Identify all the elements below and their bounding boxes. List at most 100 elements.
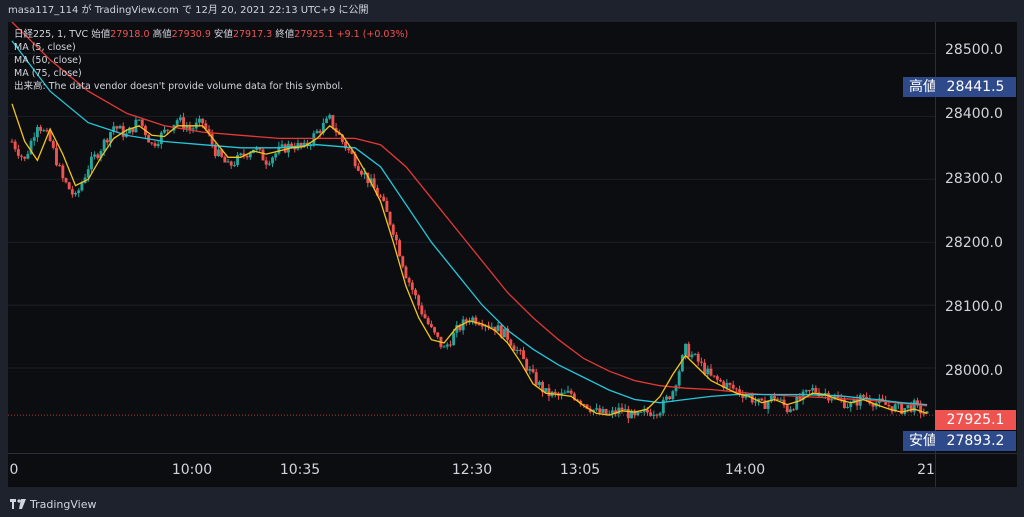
candle-body — [115, 126, 119, 129]
candle-body — [703, 362, 707, 375]
ma5-line — [11, 103, 928, 416]
low-label: 安値 — [213, 29, 233, 40]
candle-body — [855, 399, 859, 406]
candle-body — [58, 165, 62, 167]
time-tick: 13:05 — [559, 462, 601, 478]
candle-body — [429, 324, 433, 328]
chart-pane[interactable] — [8, 22, 935, 453]
candle-body — [849, 403, 853, 407]
candle-body — [464, 319, 468, 322]
candle-body — [598, 408, 602, 413]
candle-body — [55, 147, 58, 166]
candle-body — [414, 289, 417, 296]
candle-body — [490, 326, 494, 328]
ma50-legend[interactable]: MA (50, close) — [14, 55, 82, 66]
candle-body — [185, 126, 189, 129]
ohlc-row: 日経225, 1, TVC 始値27918.0 高値27930.9 安値2791… — [14, 28, 408, 41]
candle-body — [636, 412, 640, 416]
candle-body — [579, 400, 583, 405]
candle-body — [436, 332, 440, 337]
candle-body — [617, 407, 621, 414]
candle-body — [836, 396, 840, 398]
candle-body — [283, 144, 287, 153]
candle-body — [601, 409, 605, 413]
volume-note: 出来高: The data vendor doesn't provide vol… — [14, 81, 344, 92]
close-value: 27925.1 — [294, 29, 334, 40]
chart-legend: 日経225, 1, TVC 始値27918.0 高値27930.9 安値2791… — [14, 28, 408, 93]
candle-body — [808, 390, 811, 392]
candle-body — [391, 224, 395, 235]
candle-body — [693, 353, 697, 355]
ma75-legend[interactable]: MA (75, close) — [14, 68, 82, 79]
candle-body — [611, 410, 614, 414]
candle-body — [445, 344, 449, 347]
candle-body — [525, 359, 529, 371]
candle-body — [64, 178, 68, 183]
symbol-label[interactable]: 日経225, 1, TVC — [14, 29, 89, 40]
candle-body — [909, 405, 913, 412]
ma5-legend[interactable]: MA (5, close) — [14, 42, 76, 53]
candle-body — [245, 155, 249, 158]
candle-body — [496, 325, 500, 332]
candle-body — [23, 156, 27, 159]
ma50-line — [11, 40, 928, 406]
candle-body — [493, 326, 497, 332]
candle-body — [649, 412, 653, 416]
change-value: +9.1 (+0.03%) — [336, 29, 409, 40]
candle-body — [433, 327, 436, 333]
candle-body — [461, 319, 465, 331]
candle-body — [658, 413, 662, 416]
candle-body — [795, 396, 799, 410]
candle-body — [420, 305, 424, 315]
candle-body — [236, 155, 240, 166]
candle-body — [709, 368, 713, 376]
candle-body — [191, 128, 195, 130]
candle-body — [919, 403, 923, 414]
candle-body — [89, 156, 93, 170]
candle-body — [112, 126, 116, 132]
price-tick: 28100.0 — [945, 299, 1003, 315]
candle-body — [750, 394, 754, 403]
candle-body — [315, 130, 319, 134]
candle-body — [379, 195, 382, 197]
candle-body — [674, 385, 678, 392]
candle-body — [166, 129, 170, 131]
candle-body — [614, 410, 618, 414]
candle-body — [757, 398, 761, 402]
open-value: 27918.0 — [110, 29, 150, 40]
candle-body — [639, 411, 643, 413]
footer-brand[interactable]: TradingView — [10, 496, 96, 512]
candle-body — [906, 405, 910, 409]
time-tick: 0 — [9, 462, 19, 478]
candle-body — [690, 354, 694, 358]
axis-corner — [935, 453, 1017, 487]
candle-body — [823, 393, 827, 395]
candle-body — [274, 153, 278, 158]
candle-body — [363, 172, 367, 175]
candle-body — [16, 149, 20, 156]
low-tag-value: 27893.2 — [935, 431, 1016, 451]
candle-body — [528, 369, 532, 371]
candle-body — [884, 400, 888, 405]
candle-body — [515, 350, 519, 352]
candle-body — [890, 406, 894, 412]
candle-body — [763, 400, 767, 409]
candle-body — [760, 398, 764, 401]
candle-body — [220, 149, 224, 157]
price-tick: 28000.0 — [945, 363, 1003, 379]
candle-body — [26, 153, 30, 159]
candle-body — [156, 143, 160, 146]
candle-body — [766, 401, 770, 409]
ma50-series — [11, 40, 928, 406]
candle-body — [668, 396, 672, 400]
candle-body — [159, 132, 163, 144]
price-plot[interactable] — [8, 22, 935, 453]
candle-body — [198, 118, 201, 123]
candle-body — [201, 118, 205, 124]
candle-body — [277, 146, 281, 154]
candle-body — [217, 149, 220, 157]
candle-body — [715, 376, 719, 380]
candle-body — [585, 404, 589, 409]
time-axis[interactable]: 0 10:00 10:35 12:30 13:05 14:00 21 — [8, 453, 935, 487]
candle-body — [604, 409, 608, 415]
